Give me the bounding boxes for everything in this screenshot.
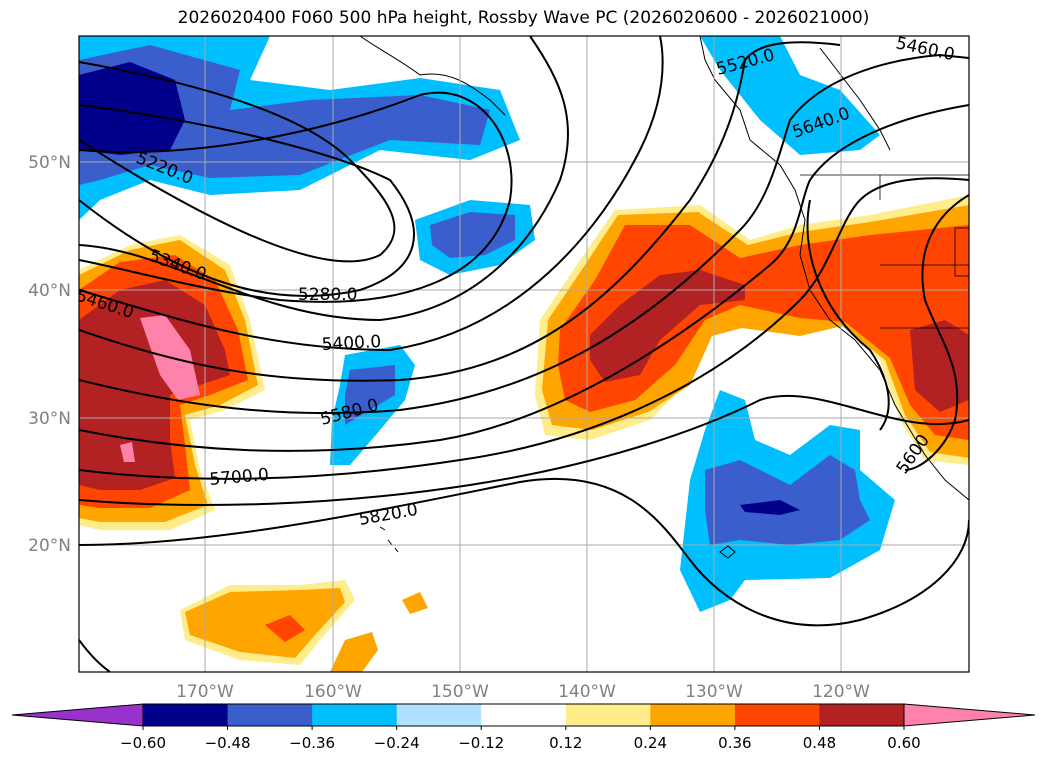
colorbar-tick-label: −0.48 <box>205 734 251 752</box>
colorbar-segment <box>819 704 905 726</box>
contour-label: 5400.0 <box>321 332 381 355</box>
positive-anomaly-west-pacific <box>79 235 265 530</box>
latitude-labels: 50°N 40°N 30°N 20°N <box>28 153 71 556</box>
contour-label: 5280.0 <box>298 285 357 305</box>
longitude-labels: 170°W 160°W 150°W 140°W 130°W 120°W <box>176 682 870 702</box>
colorbar-segment <box>565 704 651 726</box>
lat-label: 30°N <box>28 409 71 429</box>
colorbar-frame <box>142 703 905 727</box>
map-title: 2026020400 F060 500 hPa height, Rossby W… <box>177 8 870 28</box>
colorbar-segment <box>396 704 482 726</box>
colorbar-tick-label: 0.24 <box>634 734 667 752</box>
lat-label: 40°N <box>28 281 71 301</box>
colorbar-extend-max <box>903 703 1036 727</box>
colorbar-segment <box>227 704 313 726</box>
lat-label: 50°N <box>28 153 71 173</box>
colorbar-tick-label: 0.12 <box>549 734 582 752</box>
political-borders <box>800 174 969 329</box>
height-contours <box>79 36 969 672</box>
colorbar-tick-label: −0.12 <box>458 734 504 752</box>
colorbar-tick-label: 0.48 <box>803 734 836 752</box>
colorbar-tick-label: −0.60 <box>120 734 166 752</box>
contour-line <box>79 61 396 263</box>
colorbar-segment <box>734 704 820 726</box>
negative-anomaly-central-pacific <box>415 200 535 275</box>
lon-label: 120°W <box>812 682 870 702</box>
colorbar-tick-label: −0.24 <box>374 734 420 752</box>
colorbar-segment <box>481 704 567 726</box>
lon-label: 140°W <box>558 682 616 702</box>
lat-label: 20°N <box>28 536 71 556</box>
colorbar: −0.60 −0.48 −0.36 −0.24 −0.12 0.12 0.24 0.36 0.4… <box>11 703 1036 752</box>
lon-label: 130°W <box>685 682 743 702</box>
colorbar-segment <box>312 704 398 726</box>
positive-anomaly-northeast-pacific <box>535 195 969 465</box>
positive-anomaly-south <box>180 580 428 672</box>
colorbar-extend-min <box>11 703 144 727</box>
colorbar-tick-label: −0.36 <box>289 734 335 752</box>
graticule <box>79 36 969 672</box>
colorbar-segment <box>650 704 736 726</box>
map-frame <box>78 35 970 673</box>
colorbar-tick-label: 0.36 <box>718 734 751 752</box>
lon-label: 160°W <box>304 682 362 702</box>
lon-label: 170°W <box>176 682 234 702</box>
colorbar-segment <box>143 704 229 726</box>
lon-label: 150°W <box>431 682 489 702</box>
colorbar-tick-label: 0.60 <box>887 734 920 752</box>
